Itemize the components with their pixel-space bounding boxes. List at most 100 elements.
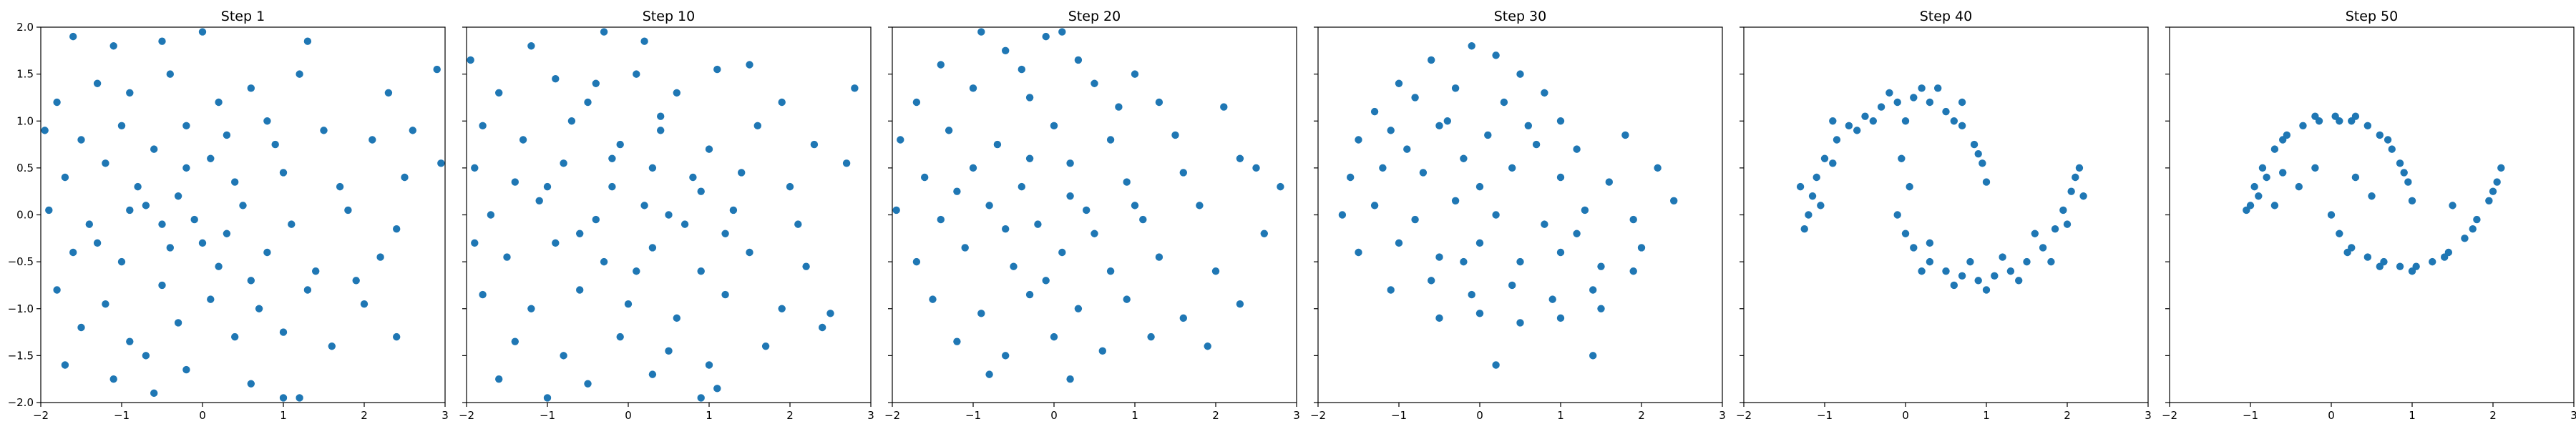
data-point [1252,164,1260,172]
data-point [1833,136,1841,144]
x-tick-label: 1 [2409,409,2416,422]
data-point [1435,314,1443,322]
data-point [1950,281,1958,290]
data-point [1813,173,1820,182]
data-point [2327,211,2336,219]
data-point [624,300,633,308]
x-tick-label: 0 [1902,409,1909,422]
data-point [1179,314,1188,322]
data-point [761,342,770,350]
data-point [1918,84,1926,92]
data-point [1370,202,1379,209]
data-point [158,37,166,45]
y-tick-label: 0.5 [16,162,34,174]
data-point [1926,257,1934,266]
data-point [1516,319,1524,327]
data-point [2489,187,2497,195]
data-point [1861,112,1869,120]
x-tick-label: 3 [2145,409,2152,422]
data-point [215,98,223,107]
data-point [819,323,826,332]
data-point [929,295,937,303]
points-layer [41,28,445,402]
data-point [1428,56,1435,64]
data-point [1025,290,1034,299]
data-point [2270,202,2279,209]
data-point [1236,300,1244,308]
data-point [158,281,166,290]
data-point [158,220,166,228]
points-layer [2243,112,2505,275]
y-tick-label: −1.0 [8,302,34,315]
data-point [1958,98,1966,107]
points-layer [1796,84,2087,294]
data-point [1500,98,1508,107]
data-point [746,248,753,257]
x-tick-label: −2 [1736,409,1752,422]
data-point [437,159,445,167]
data-point [1958,122,1966,130]
data-point [648,370,657,378]
data-point [166,70,174,78]
data-point [1123,178,1131,186]
data-point [117,257,126,266]
data-point [2047,257,2055,266]
data-point [1605,178,1613,186]
x-tick-label: 1 [280,409,287,422]
data-point [1589,286,1597,294]
data-point [1411,215,1419,224]
data-point [1926,239,1934,247]
data-point [802,262,810,270]
data-point [495,89,503,97]
data-point [223,230,231,237]
axes-frame [1743,26,2149,403]
data-point [279,328,288,336]
data-point [1942,107,1950,116]
x-tick-label: −2 [33,409,49,422]
data-point [1901,117,1910,125]
data-point [1196,202,1204,209]
data-point [1034,220,1042,228]
data-point [2396,159,2404,167]
data-point [560,159,567,167]
data-point [2388,145,2396,153]
data-point [851,84,859,92]
data-point [2059,206,2067,214]
data-point [640,37,648,45]
data-point [535,197,543,205]
data-point [134,182,142,191]
data-point [1002,225,1010,233]
data-point [1025,154,1034,162]
data-point [1347,173,1355,182]
data-point [1387,286,1395,294]
data-point [1893,211,1901,219]
data-point [1042,277,1050,285]
data-point [1508,164,1516,172]
data-point [969,84,977,92]
data-point [2368,192,2376,200]
data-point [2396,262,2404,270]
data-point [1074,305,1083,312]
data-point [1091,79,1098,87]
data-point [1355,248,1362,257]
data-point [1581,206,1589,214]
data-point [182,122,190,130]
data-point [2400,169,2408,177]
x-tick-label: −2 [1310,409,1326,422]
data-point [519,136,527,144]
axes-frame [2169,26,2575,403]
data-point [665,347,673,355]
data-point [600,257,608,266]
data-point [109,42,117,50]
data-point [1573,145,1581,153]
panel-title: Step 20 [1068,9,1121,24]
data-point [921,173,929,182]
data-point [1058,28,1066,36]
data-point [215,262,223,270]
data-point [2295,182,2303,191]
data-point [977,310,985,317]
data-point [1670,197,1678,205]
data-point [263,248,271,257]
data-point [1338,211,1347,219]
data-point [778,98,786,107]
